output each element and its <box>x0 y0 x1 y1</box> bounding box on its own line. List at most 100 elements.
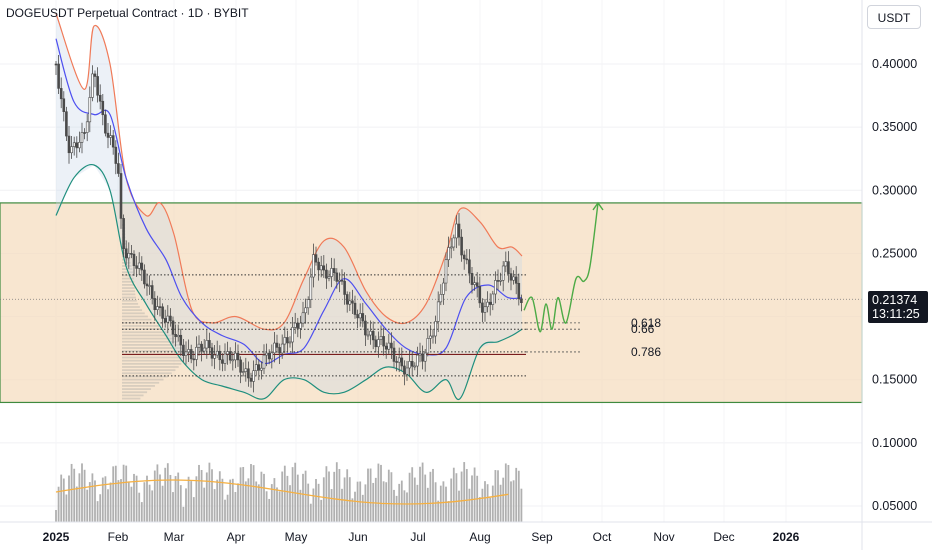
volume-bar <box>369 468 372 522</box>
currency-button[interactable]: USDT <box>867 5 921 29</box>
volume-bar <box>200 469 203 522</box>
candle-body <box>507 261 510 274</box>
profile-bar <box>122 271 134 274</box>
volume-bar <box>62 478 65 522</box>
profile-bar <box>122 249 128 252</box>
profile-bar <box>122 315 148 318</box>
profile-bar <box>122 302 139 305</box>
candle-body <box>416 354 419 367</box>
candle-body <box>439 294 443 303</box>
time-axis[interactable]: 2025 Feb Mar Apr May Jun Jul Aug Sep Oct Nov Dec 202… <box>43 530 800 544</box>
candle-body <box>483 306 487 313</box>
candle-body <box>397 357 401 363</box>
volume-bar <box>252 465 255 522</box>
candle-body <box>304 307 307 314</box>
candle-body <box>351 300 354 304</box>
candle-body <box>332 268 336 274</box>
candle-body <box>460 236 463 256</box>
profile-bar <box>122 296 136 299</box>
candle-body <box>161 306 164 319</box>
volume-bar <box>520 488 523 522</box>
candle-body <box>382 336 385 347</box>
volume-bar <box>471 475 473 522</box>
candle-body <box>325 269 328 279</box>
fib-level-label: 0.786 <box>631 345 661 359</box>
candle-body <box>80 132 84 143</box>
volume-bar <box>403 490 406 522</box>
price-axis[interactable]: 0.400000.350000.300000.250000.200000.150… <box>872 57 917 513</box>
volume-bar <box>166 463 169 522</box>
candle-body <box>75 142 79 149</box>
candle-body <box>62 98 66 112</box>
volume-bar <box>325 466 328 522</box>
volume-bar <box>385 482 388 522</box>
candle-body <box>496 280 500 282</box>
candle-body <box>384 345 388 350</box>
candle-body <box>390 342 393 349</box>
volume-bar <box>382 481 385 522</box>
profile-bar <box>122 299 137 302</box>
volume-bar <box>86 489 89 522</box>
volume-bar <box>70 463 73 522</box>
candle-body <box>423 352 427 362</box>
candle-body <box>218 350 222 361</box>
time-tick-label: May <box>285 530 308 544</box>
volume-bar <box>224 499 226 522</box>
volume-bar <box>169 474 172 522</box>
volume-bar <box>515 467 518 522</box>
candle-body <box>223 353 227 364</box>
candle-body <box>442 282 445 295</box>
profile-bar <box>122 381 160 384</box>
band-fill <box>56 13 522 399</box>
candle-body <box>288 341 292 344</box>
volume-bar <box>517 470 520 522</box>
candle-body <box>504 261 508 267</box>
volume-bar <box>322 477 325 522</box>
candle-body <box>371 330 375 341</box>
volume-bar <box>398 483 401 522</box>
profile-bar <box>122 359 184 362</box>
candle-body <box>436 301 440 322</box>
volume-bar <box>239 467 242 522</box>
projection-line <box>523 202 599 333</box>
profile-bar <box>122 325 160 327</box>
candle-body <box>392 347 396 362</box>
volume-bar <box>465 469 468 522</box>
volume-bar <box>143 482 146 522</box>
time-tick-label: Feb <box>108 530 129 544</box>
volume-bar <box>73 468 76 522</box>
candle-body <box>343 280 346 295</box>
projection-arrowhead <box>592 201 604 211</box>
candle-body <box>408 361 411 369</box>
volume-bar <box>426 487 429 522</box>
candle-body <box>319 265 323 271</box>
candle-body <box>306 299 310 309</box>
volume-bar <box>164 467 167 522</box>
profile-bar <box>122 312 145 315</box>
candle-body <box>205 340 209 349</box>
candle-body <box>67 135 71 154</box>
candle-body <box>434 321 437 337</box>
candle-body <box>509 273 513 281</box>
volume-bar <box>104 476 107 522</box>
time-tick-label: Apr <box>227 530 246 544</box>
volume-bar <box>203 487 206 522</box>
candle-body <box>257 364 261 371</box>
volume-bar <box>478 497 481 522</box>
volume-bar <box>512 480 515 522</box>
candle-body <box>481 302 484 313</box>
volume-bar <box>408 472 411 522</box>
profile-bar <box>122 340 179 343</box>
candle-body <box>364 320 367 336</box>
candle-body <box>145 283 149 287</box>
candles <box>54 55 523 393</box>
candle-body <box>244 368 248 372</box>
volume-bar <box>133 473 135 522</box>
volume-bar <box>255 481 258 522</box>
time-tick-label: 2025 <box>43 530 70 544</box>
candle-body <box>210 347 214 359</box>
volume-bar <box>341 488 343 522</box>
candle-body <box>338 279 341 282</box>
candle-body <box>247 368 250 379</box>
